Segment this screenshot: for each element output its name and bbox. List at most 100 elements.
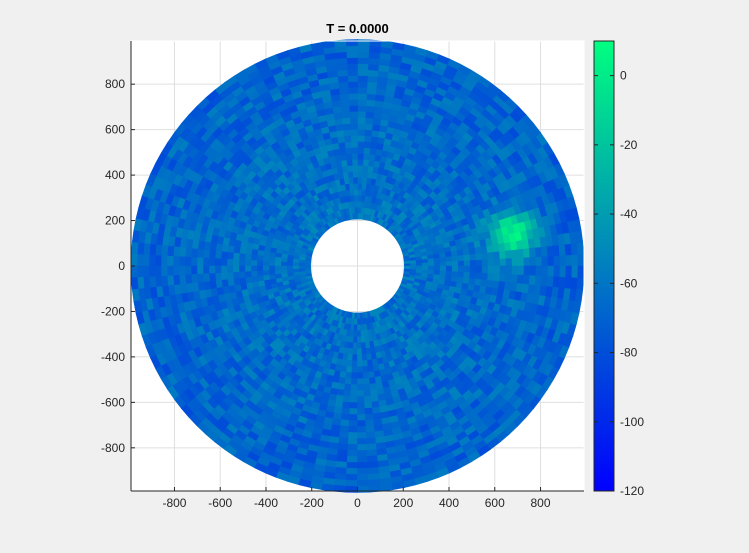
heatmap-cell (130, 253, 138, 267)
heatmap-cell (559, 254, 567, 267)
heatmap-cell (427, 265, 435, 271)
heatmap-cell (357, 396, 365, 404)
heatmap-cell (357, 39, 370, 47)
heatmap-cell (450, 275, 459, 283)
heatmap-cell (499, 273, 507, 282)
heatmap-cell (256, 265, 264, 272)
heatmap-cell (357, 342, 363, 350)
heatmap-cell (365, 99, 376, 107)
heatmap-cell (226, 265, 234, 274)
heatmap-cell (481, 258, 489, 267)
heatmap-cell (357, 134, 365, 142)
heatmap-cell (357, 402, 366, 409)
heatmap-cell (510, 248, 519, 259)
heatmap-cell (529, 256, 537, 267)
heatmap-cell (534, 275, 543, 286)
heatmap-cell (136, 254, 144, 267)
heatmap-cell (232, 259, 240, 267)
heatmap-cell (344, 147, 352, 155)
y-tick-label: 800 (105, 77, 125, 91)
heatmap-cell (353, 324, 358, 332)
heatmap-cell (280, 261, 288, 267)
heatmap-cell (336, 69, 348, 77)
heatmap-cell (350, 390, 358, 398)
heatmap-cell (357, 444, 368, 451)
heatmap-cell (184, 247, 193, 258)
heatmap-cell (346, 359, 353, 367)
heatmap-cell (357, 75, 368, 82)
heatmap-cell (154, 275, 163, 288)
heatmap-cell (357, 473, 370, 481)
heatmap-cell (339, 425, 350, 433)
heatmap-cell (239, 247, 247, 255)
heatmap-cell (361, 171, 368, 179)
heatmap-cell (244, 271, 252, 279)
heatmap-cell (190, 256, 198, 267)
heatmap-cell (352, 348, 358, 356)
heatmap-cell (256, 260, 264, 267)
heatmap-cell (347, 348, 354, 356)
heatmap-cell (345, 51, 358, 59)
heatmap-cell (535, 265, 543, 276)
heatmap-cell (499, 265, 507, 275)
heatmap-cell (338, 87, 349, 95)
heatmap-cell (238, 253, 246, 261)
heatmap-cell (364, 395, 373, 403)
heatmap-cell (166, 265, 174, 277)
heatmap-cell (348, 105, 358, 112)
heatmap-cell (357, 123, 366, 130)
heatmap-cell (571, 254, 579, 267)
heatmap-cell (351, 152, 358, 160)
heatmap-cell (469, 259, 477, 267)
heatmap-cell (335, 461, 348, 469)
heatmap-cell (154, 244, 163, 257)
heatmap-cell (499, 257, 507, 267)
heatmap-cell (469, 271, 477, 279)
heatmap-cell (468, 277, 476, 285)
heatmap-cell (415, 265, 423, 270)
heatmap-cell (362, 359, 369, 367)
heatmap-cell (357, 63, 369, 71)
heatmap-cell (350, 134, 358, 142)
heatmap-cell (342, 401, 351, 409)
heatmap-cell (552, 244, 561, 257)
heatmap-cell (523, 256, 531, 267)
heatmap-cell (363, 389, 372, 397)
heatmap-cell (362, 153, 370, 161)
heatmap-cell (451, 255, 459, 262)
heatmap-cell (335, 63, 348, 71)
heatmap-cell (345, 39, 358, 47)
heatmap-cell (439, 265, 447, 271)
heatmap-cell (340, 105, 350, 113)
heatmap-cell (357, 426, 367, 433)
heatmap-cell (341, 117, 351, 125)
heatmap-cell (190, 274, 199, 284)
heatmap-cell (262, 250, 271, 258)
heatmap-cell (364, 407, 374, 415)
heatmap-cell (357, 170, 363, 178)
heatmap-cell (256, 270, 264, 277)
heatmap-cell (142, 265, 150, 278)
heatmap-cell (357, 128, 365, 136)
heatmap-cell (487, 272, 495, 281)
heatmap-cell (366, 443, 378, 451)
y-tick-label: -600 (101, 395, 125, 409)
colorbar-tick-label: -120 (620, 484, 644, 498)
heatmap-cell (256, 249, 265, 257)
heatmap-cell (463, 271, 471, 279)
heatmap-cell (565, 254, 573, 267)
heatmap-cell (357, 182, 363, 190)
heatmap-cell (369, 141, 378, 150)
heatmap-cell (268, 256, 276, 262)
heatmap-cell (357, 117, 366, 124)
y-tick-label: -400 (101, 350, 125, 364)
heatmap-cell (362, 371, 370, 379)
heatmap-cell (553, 255, 561, 267)
heatmap-cell (357, 348, 363, 356)
heatmap-cell (365, 425, 376, 433)
heatmap-cell (342, 123, 351, 131)
heatmap-cell (335, 467, 348, 475)
heatmap-cell (559, 265, 567, 278)
heatmap-cell (357, 408, 366, 415)
heatmap-cell (346, 456, 358, 463)
